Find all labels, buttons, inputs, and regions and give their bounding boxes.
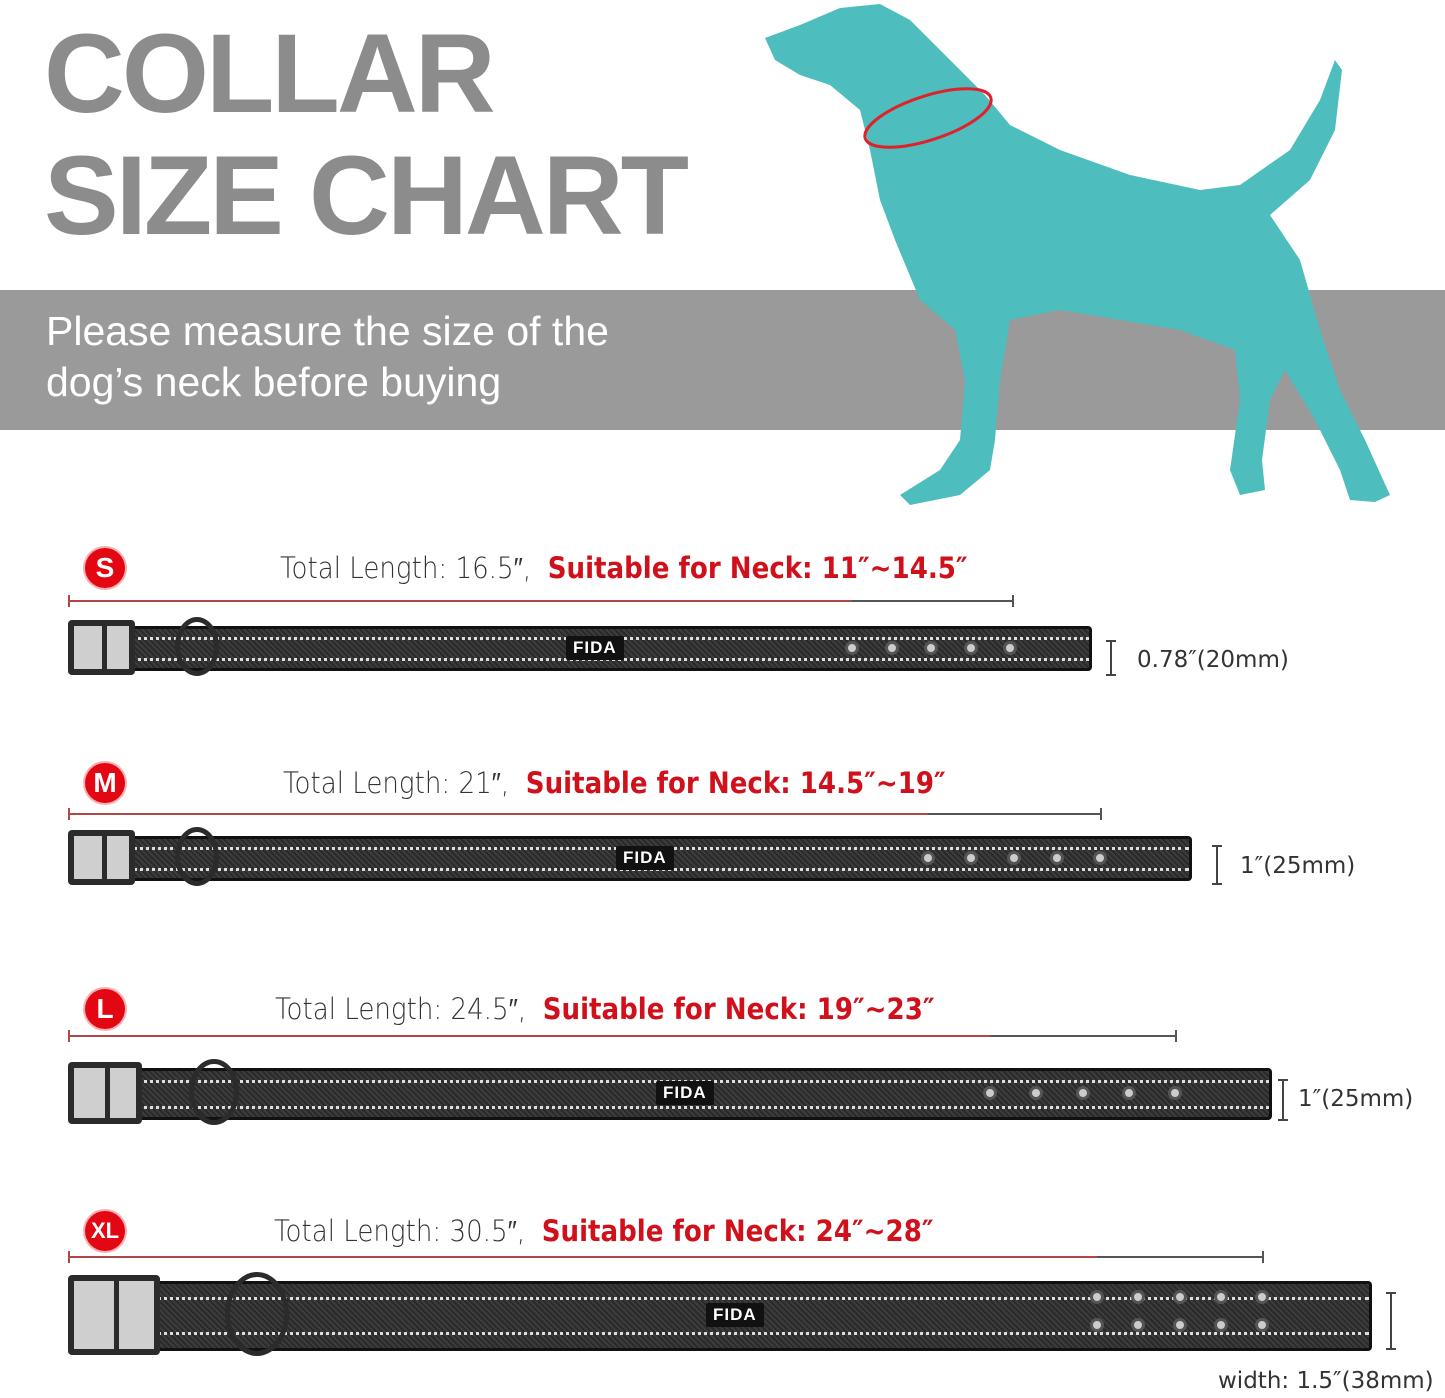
collar-hole	[1172, 1317, 1187, 1332]
collar-hole	[1213, 1290, 1228, 1305]
collar-hole	[1131, 1317, 1146, 1332]
collar-hole	[1029, 1086, 1044, 1100]
neck-range: Suitable for Neck: 19″~23″	[542, 992, 935, 1026]
brand-tag: FIDA	[656, 1081, 714, 1105]
collar-hole	[1213, 1317, 1228, 1332]
size-badge: S	[85, 548, 125, 588]
size-badge: L	[85, 989, 125, 1029]
collar-hole	[1075, 1086, 1090, 1100]
collar-width: 1″(25mm)	[1240, 853, 1356, 879]
d-ring-icon	[225, 1272, 289, 1356]
collar-hole	[1093, 850, 1107, 865]
collar-hole	[983, 1086, 997, 1100]
neck-range: Suitable for Neck: 24″~28″	[541, 1214, 934, 1248]
d-ring-icon	[175, 617, 219, 676]
collar-hole	[924, 640, 938, 655]
size-label: Total Length: 30.5″, Suitable for Neck: …	[274, 1214, 934, 1249]
collar-hole	[1050, 850, 1064, 865]
buckle-icon	[68, 1062, 142, 1124]
brand-tag: FIDA	[566, 635, 624, 660]
total-length: Total Length: 30.5″,	[274, 1214, 526, 1248]
collar-hole	[921, 850, 935, 865]
collar-width: 0.78″(20mm)	[1137, 647, 1289, 673]
total-length: Total Length: 21″,	[283, 766, 510, 800]
size-label: Total Length: 16.5″, Suitable for Neck: …	[280, 551, 968, 586]
length-measure-line	[68, 808, 1102, 820]
brand-tag: FIDA	[706, 1303, 764, 1327]
width-measure-bar	[1106, 640, 1116, 676]
width-measure-bar	[1212, 845, 1222, 885]
collar-width: width: 1.5″(38mm)	[1218, 1368, 1434, 1394]
brand-tag: FIDA	[616, 845, 674, 870]
d-ring-icon	[175, 827, 219, 886]
total-length: Total Length: 16.5″,	[280, 551, 532, 585]
collar-hole	[1090, 1290, 1104, 1305]
collar-hole	[963, 640, 978, 655]
subtitle: Please measure the size of the dog’s nec…	[46, 306, 609, 408]
total-length: Total Length: 24.5″,	[275, 992, 527, 1026]
collar-width: 1″(25mm)	[1298, 1086, 1414, 1112]
length-measure-line	[68, 595, 1014, 607]
title-line-2: SIZE CHART	[44, 133, 689, 258]
buckle-icon	[68, 620, 135, 675]
collar-hole	[1090, 1317, 1104, 1332]
d-ring-icon	[189, 1059, 239, 1125]
neck-range: Suitable for Neck: 11″~14.5″	[547, 551, 968, 585]
collar-hole	[1255, 1290, 1269, 1305]
collar-hole	[1121, 1086, 1136, 1100]
size-badge: XL	[85, 1211, 125, 1251]
length-measure-line	[68, 1030, 1177, 1042]
collar-hole	[1172, 1290, 1187, 1305]
subtitle-line-2: dog’s neck before buying	[46, 359, 502, 405]
collar-hole	[964, 850, 978, 865]
collar-hole	[845, 640, 859, 655]
width-measure-bar	[1386, 1292, 1396, 1350]
size-label: Total Length: 24.5″, Suitable for Neck: …	[275, 992, 935, 1027]
collar-hole	[1131, 1290, 1146, 1305]
collar-hole	[1007, 850, 1021, 865]
buckle-icon	[68, 1275, 160, 1355]
dog-silhouette-icon	[765, 4, 1390, 505]
collar-hole	[884, 640, 899, 655]
length-measure-line	[68, 1251, 1264, 1263]
collar-hole	[1003, 640, 1017, 655]
title-line-1: COLLAR	[44, 11, 496, 136]
size-badge: M	[85, 763, 125, 803]
width-measure-bar	[1278, 1079, 1288, 1121]
collar-hole	[1255, 1317, 1269, 1332]
collar-hole	[1168, 1086, 1182, 1100]
subtitle-line-1: Please measure the size of the	[46, 308, 609, 354]
buckle-icon	[68, 830, 135, 885]
size-label: Total Length: 21″, Suitable for Neck: 14…	[283, 766, 946, 801]
neck-range: Suitable for Neck: 14.5″~19″	[525, 766, 946, 800]
